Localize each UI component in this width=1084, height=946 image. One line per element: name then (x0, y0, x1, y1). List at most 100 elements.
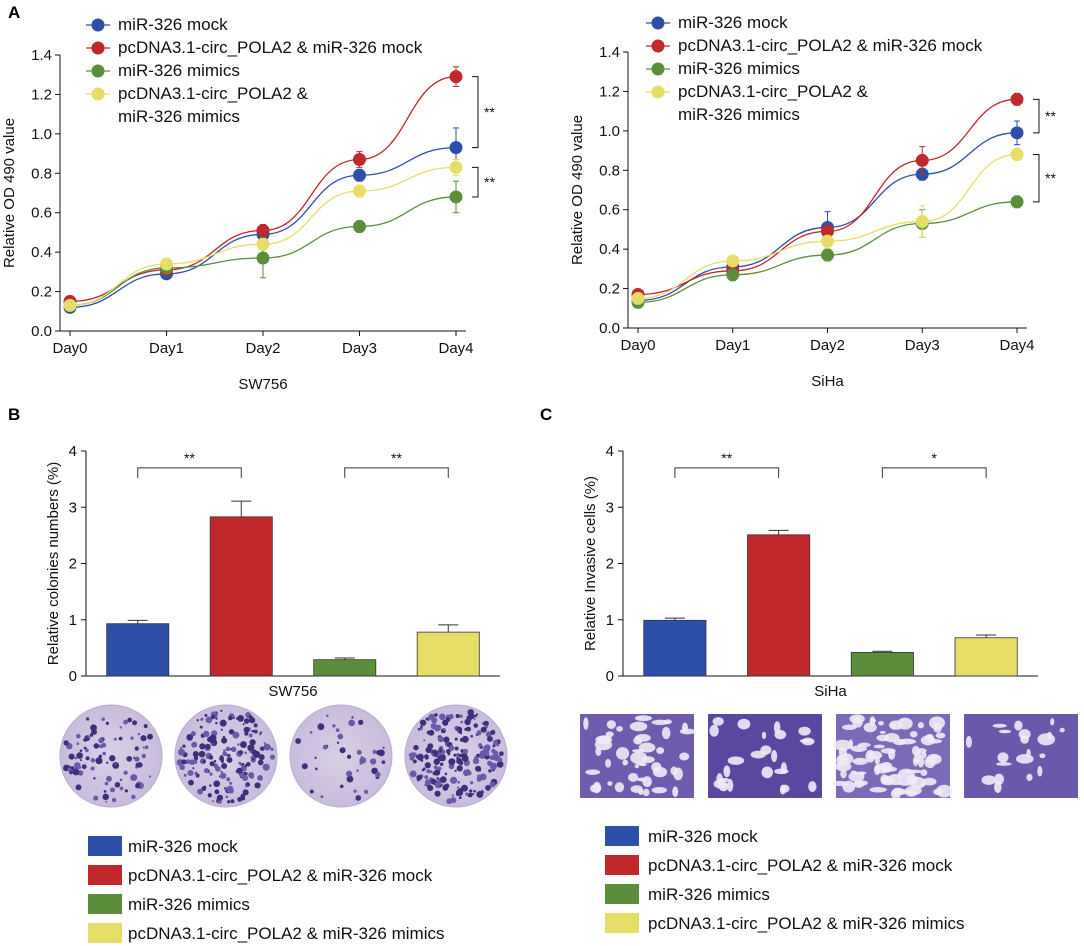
membrane-pore (913, 758, 921, 764)
legend-label-1: miR-326 mock (128, 837, 238, 856)
colony-dot (101, 717, 105, 721)
colony-dot (270, 747, 274, 751)
colony-dot (63, 740, 69, 746)
colony-dot (317, 723, 325, 731)
colony-dot (229, 781, 233, 785)
legend-marker (91, 18, 105, 32)
data-point (353, 168, 366, 182)
significance-label: ** (1045, 108, 1056, 124)
data-point (726, 254, 740, 268)
colony-dot (182, 744, 186, 748)
colony-dot (203, 730, 210, 738)
colony-dot (474, 756, 479, 761)
colony-dot (456, 786, 460, 789)
colony-dot (219, 772, 227, 779)
colony-dot (258, 732, 262, 736)
y-tick-label: 0 (606, 668, 614, 685)
colony-dot (103, 790, 107, 793)
colony-dot (110, 787, 116, 793)
colony-dots-1 (63, 717, 154, 803)
colony-dot (200, 717, 204, 721)
legend-marker (91, 41, 105, 55)
field-holes-2 (709, 717, 817, 795)
data-point (449, 70, 463, 84)
colony-dot (211, 742, 215, 745)
colony-dot (301, 763, 308, 770)
colony-dot (221, 762, 228, 769)
membrane-pore (615, 747, 630, 760)
colony-dot (230, 799, 235, 804)
colony-dish-3 (289, 704, 393, 808)
colony-dot (140, 735, 147, 742)
membrane-pore (718, 777, 731, 782)
data-point (353, 220, 366, 234)
membrane-pore (723, 765, 731, 778)
colony-dot (119, 786, 124, 791)
membrane-pore (672, 786, 679, 798)
membrane-pore (663, 719, 672, 725)
legend-marker (651, 85, 665, 99)
legend-label-2: pcDNA3.1-circ_POLA2 & miR-326 mock (648, 856, 953, 875)
legend-label: pcDNA3.1-circ_POLA2 & (678, 82, 869, 101)
membrane-pore (936, 784, 953, 798)
data-point (1010, 126, 1024, 140)
colony-dot (226, 777, 231, 782)
colony-dot (209, 761, 215, 767)
colony-dot (242, 789, 249, 796)
y-tick-label: 2 (606, 556, 614, 573)
bar (747, 534, 811, 677)
colony-dot (431, 749, 439, 757)
colony-dot (141, 753, 146, 759)
membrane-pore (921, 751, 927, 759)
colony-dot (257, 774, 263, 781)
colony-dot (436, 777, 439, 780)
colony-dot (132, 756, 136, 760)
membrane-pore (1059, 727, 1065, 733)
colony-dot (204, 743, 211, 750)
membrane-pore (1014, 720, 1023, 731)
membrane-pore (634, 764, 640, 769)
colony-dot (359, 756, 367, 764)
legend-marker (651, 16, 665, 30)
colony-dot (245, 784, 248, 788)
colony-dot (202, 760, 206, 764)
colony-dot (489, 762, 498, 770)
colony-dot (457, 780, 461, 784)
x-tick-label: Day3 (342, 340, 377, 357)
membrane-pore (597, 735, 611, 744)
colony-dot (201, 786, 207, 792)
colony-dot (433, 765, 438, 770)
colony-dot (222, 751, 227, 757)
colony-dot (489, 755, 495, 761)
x-tick-label: Day4 (438, 340, 473, 357)
colony-dot (409, 770, 417, 778)
colony-dot (114, 781, 121, 788)
colony-dot (339, 747, 346, 754)
y-tick-label: 2 (69, 556, 77, 573)
colony-dot (212, 800, 215, 803)
legend-marker (651, 62, 665, 76)
y-tick-label: 0.4 (31, 244, 52, 261)
colony-dot (144, 745, 149, 750)
y-tick-label: 1.0 (31, 126, 52, 143)
colony-dot (424, 754, 429, 759)
colony-dot (458, 788, 463, 793)
colony-dot (363, 789, 369, 795)
colony-dot (209, 784, 212, 787)
legend-colonies: miR-326 mock pcDNA3.1-circ_POLA2 & miR-3… (88, 836, 444, 943)
colony-dot (346, 754, 352, 759)
membrane-pore (1016, 753, 1034, 764)
colony-dot (220, 755, 223, 758)
colony-dot (353, 789, 357, 793)
legend-marker (91, 87, 105, 101)
colony-dot (248, 733, 253, 738)
colony-dot (210, 714, 216, 720)
data-point (1010, 148, 1024, 162)
colony-dot (199, 743, 206, 750)
membrane-pore (869, 716, 876, 727)
colony-dot (240, 793, 246, 799)
membrane-pore (852, 757, 868, 766)
colony-dot (223, 749, 226, 752)
colony-dot (409, 755, 415, 761)
